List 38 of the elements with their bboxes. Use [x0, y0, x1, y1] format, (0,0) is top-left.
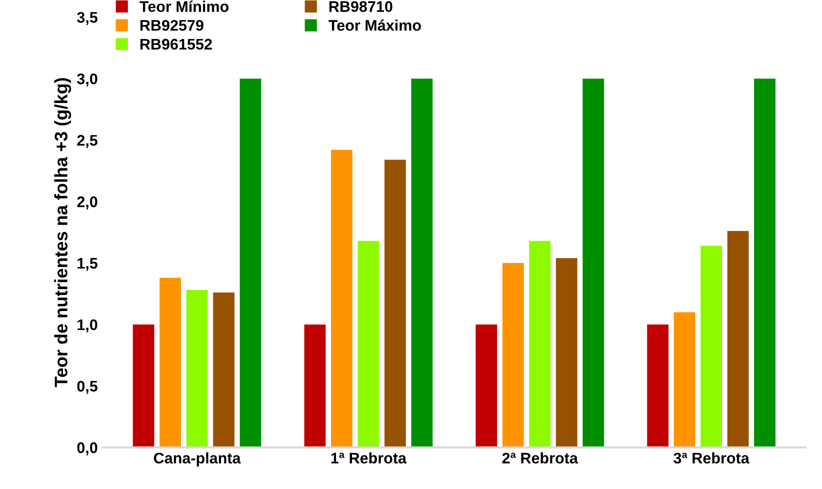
bar	[674, 312, 696, 448]
legend-label: RB92579	[140, 20, 204, 31]
bar	[132, 324, 154, 448]
bar	[213, 292, 234, 448]
bar	[411, 78, 433, 448]
bar	[358, 240, 380, 448]
bar	[160, 278, 181, 448]
y-tick-label: 2,0	[77, 196, 98, 210]
y-tick-label: 1,5	[78, 258, 98, 271]
bar	[582, 78, 604, 448]
y-tick-label: 0,0	[77, 442, 98, 456]
bar	[304, 324, 326, 448]
y-tick-label: 2,5	[77, 134, 98, 148]
bar	[476, 324, 498, 448]
x-tick-label: Cana-planta	[154, 452, 241, 467]
bar	[384, 160, 406, 448]
y-axis-title: Teor de nutrientes na folha +3 (g/kg)	[54, 78, 72, 388]
legend-label: RB98710	[329, 1, 392, 12]
x-tick-label: 2ª Rebrota	[502, 452, 578, 464]
bar	[502, 263, 524, 448]
x-tick-label: 3ª Rebrota	[674, 452, 750, 464]
y-tick-label: 3,0	[77, 73, 98, 86]
bar	[727, 231, 749, 448]
bar	[754, 78, 776, 448]
bar	[186, 290, 208, 448]
y-tick-label: 0,5	[77, 380, 98, 394]
bar	[700, 246, 722, 448]
bar	[240, 78, 262, 448]
bar	[331, 150, 352, 448]
y-tick-label: 3,5	[77, 12, 98, 26]
legend-label: Teor Máximo	[328, 19, 421, 31]
y-tick-label: 1,0	[78, 319, 98, 332]
bar	[647, 324, 668, 448]
x-tick-label: 1ª Rebrota	[331, 452, 407, 464]
legend-label: Teor Mínimo	[140, 0, 229, 12]
bar	[529, 240, 551, 448]
legend-label: RB961552	[140, 38, 212, 50]
bar	[556, 258, 578, 448]
